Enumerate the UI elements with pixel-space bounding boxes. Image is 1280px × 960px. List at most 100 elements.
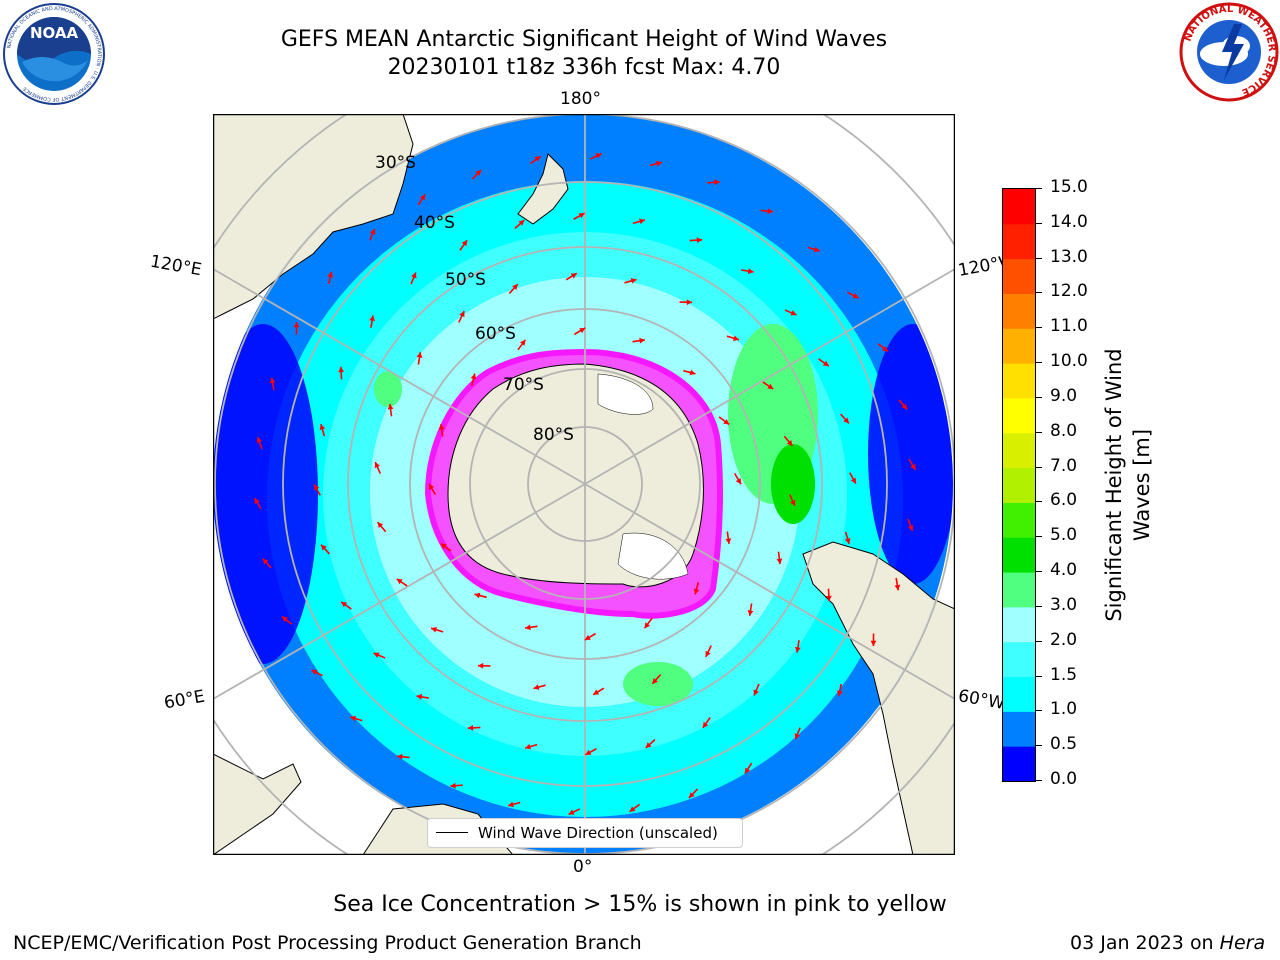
wind-wave-arrow-head xyxy=(790,499,796,506)
wind-wave-arrow-head xyxy=(850,477,856,484)
wind-wave-arrow-head xyxy=(470,373,477,380)
wind-wave-arrow-head xyxy=(321,544,327,551)
lat-label-40s: 40°S xyxy=(414,213,455,233)
wind-wave-arrow-head xyxy=(568,809,575,815)
colorbar-tick xyxy=(1036,640,1042,642)
wind-wave-arrow-head xyxy=(525,743,531,750)
wind-wave-arrow-head xyxy=(519,339,526,346)
wind-wave-arrow-head xyxy=(714,179,720,186)
wind-wave-arrow-head xyxy=(431,627,437,633)
footer-date-text: 03 Jan 2023 on xyxy=(1070,932,1220,954)
lat-label-50s: 50°S xyxy=(445,270,486,290)
wind-wave-arrow-head xyxy=(461,240,468,247)
colorbar-segment xyxy=(1003,328,1035,364)
wind-wave-arrow-head xyxy=(688,792,695,799)
colorbar-segment xyxy=(1003,746,1035,782)
colorbar-segment xyxy=(1003,189,1035,225)
lat-label-30s: 30°S xyxy=(375,153,416,173)
colorbar-tick-label: 6.0 xyxy=(1050,490,1078,511)
wind-wave-arrow-head xyxy=(533,684,540,690)
longitude-lines xyxy=(213,114,955,855)
wind-wave-arrow-head xyxy=(387,403,394,410)
colorbar-tick xyxy=(1036,605,1042,607)
colorbar-tick-labels: 0.0 0.5 1.0 1.5 2.0 3.0 4.0 5.0 6.0 7.0 8.0 9.0 10.0… xyxy=(1036,177,1106,790)
wind-wave-arrow-head xyxy=(396,578,403,585)
wind-wave-arrow-head xyxy=(843,417,849,424)
wind-wave-arrow-head xyxy=(629,806,636,812)
wind-wave-arrow-head xyxy=(350,715,357,722)
wind-wave-arrow-head xyxy=(652,678,658,684)
map-frame xyxy=(144,43,1026,925)
lon-label-120e: 120°E xyxy=(148,251,204,281)
colorbar-tick xyxy=(1036,675,1042,677)
wind-wave-arrow-head xyxy=(256,437,263,444)
colorbar-tick xyxy=(1036,188,1042,189)
colorbar-tick-label: 8.0 xyxy=(1050,420,1078,441)
wind-wave-arrow-head xyxy=(644,622,651,629)
colorbar-tick xyxy=(1036,780,1042,781)
lon-label-60e: 60°E xyxy=(162,686,207,714)
wind-wave-arrow-head xyxy=(747,268,754,274)
wind-wave-arrow-head xyxy=(852,293,859,299)
colorbar xyxy=(1002,188,1036,782)
colorbar-segment xyxy=(1003,711,1035,747)
footer-credit: NCEP/EMC/Verification Post Processing Pr… xyxy=(13,932,642,954)
wind-wave-arrow-head xyxy=(907,524,914,531)
colorbar-segment xyxy=(1003,397,1035,434)
wind-wave-arrow-head xyxy=(630,278,637,284)
wind-wave-arrow-head xyxy=(639,218,645,225)
colorbar-tick xyxy=(1036,431,1042,433)
wind-wave-arrow-head xyxy=(518,220,525,226)
wind-wave-arrow-head xyxy=(795,646,801,653)
wind-wave-arrow-head xyxy=(525,624,531,631)
colorbar-tick-label: 10.0 xyxy=(1050,351,1088,372)
colorbar-tick-label: 2.0 xyxy=(1050,629,1078,650)
map-canvas xyxy=(144,43,1026,925)
wind-wave-arrow-head xyxy=(747,610,754,616)
lon-label-0: 0° xyxy=(573,857,593,877)
colorbar-segment xyxy=(1003,606,1035,643)
lat-label-80s: 80°S xyxy=(533,425,574,445)
colorbar-tick xyxy=(1036,327,1042,329)
wind-wave-arrow-head xyxy=(836,690,843,697)
colorbar-segment xyxy=(1003,572,1035,608)
chart-subtitle: 20230101 t18z 336h fcst Max: 4.70 xyxy=(387,55,781,80)
colorbar-segment xyxy=(1003,641,1035,678)
wind-wave-arrow-head xyxy=(705,650,711,657)
wind-wave-arrow-head xyxy=(910,463,916,470)
colorbar-label-line1: Significant Height of Wind xyxy=(1102,348,1126,622)
wind-wave-arrow-head xyxy=(319,424,326,430)
wind-wave-arrow-head xyxy=(416,352,423,358)
wind-wave-arrow-head xyxy=(269,377,276,384)
colorbar-tick xyxy=(1036,501,1042,503)
colorbar-segment xyxy=(1003,676,1035,712)
wind-wave-arrow-head xyxy=(744,767,751,774)
wind-wave-arrow-head xyxy=(578,213,585,219)
wind-wave-arrow-head xyxy=(416,694,423,700)
wind-wave-arrow-head xyxy=(477,662,484,669)
wind-wave-arrow-head xyxy=(786,440,793,446)
colorbar-segment xyxy=(1003,363,1035,399)
colorbar-tick-label: 15.0 xyxy=(1050,177,1088,197)
colorbar-tick-label: 12.0 xyxy=(1050,281,1088,302)
noaa-logo: NOAA NATIONAL OCEANIC AND ATMOSPHERIC AD… xyxy=(2,2,106,106)
wind-wave-arrow-head xyxy=(474,592,481,599)
colorbar-tick-label: 1.5 xyxy=(1050,664,1078,685)
wind-wave-arrow-head xyxy=(693,588,700,595)
colorbar-scale xyxy=(1003,189,1035,782)
sea-ice-note: Sea Ice Concentration > 15% is shown in … xyxy=(333,892,947,917)
colorbar-tick-label: 0.5 xyxy=(1050,734,1078,755)
wind-wave-arrow-head xyxy=(440,543,447,550)
colorbar-tick xyxy=(1036,396,1042,398)
colorbar-tick xyxy=(1036,362,1042,364)
africa-land xyxy=(213,753,302,855)
wind-wave-arrow-head xyxy=(459,311,465,318)
colorbar-tick xyxy=(1036,745,1042,747)
wind-wave-arrow-head xyxy=(822,360,829,367)
nws-logo: NATIONAL WEATHER SERVICE xyxy=(1178,2,1280,104)
wind-wave-arrow-head xyxy=(689,369,696,376)
wind-wave-arrow-head xyxy=(369,315,375,322)
footer-host: Hera xyxy=(1219,932,1266,954)
colorbar-tick-label: 1.0 xyxy=(1050,699,1078,720)
wind-wave-arrow-head xyxy=(377,522,384,528)
